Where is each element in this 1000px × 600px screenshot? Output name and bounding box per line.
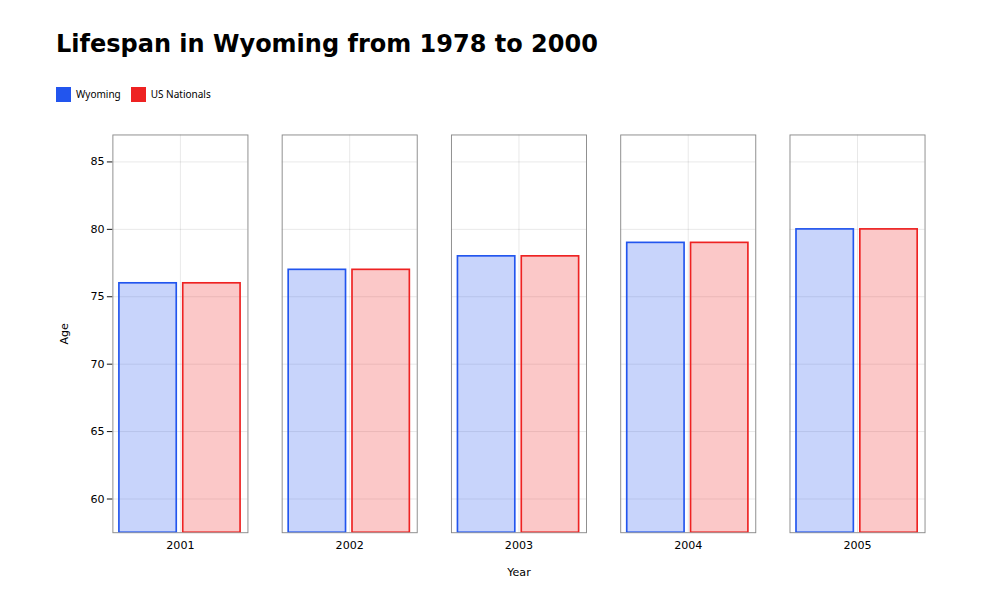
svg-text:70: 70	[90, 358, 104, 371]
svg-text:2001: 2001	[166, 539, 194, 552]
html-text:Lifespan in Wyoming from 1978: Lifespan in Wyoming from 1978 to 2000	[56, 29, 598, 58]
svg-text:2003: 2003	[505, 539, 533, 552]
svg-text:Age: Age	[58, 323, 71, 345]
svg-text:75: 75	[90, 290, 104, 303]
svg-text:65: 65	[90, 425, 104, 438]
svg-text:85: 85	[90, 155, 104, 168]
html-text:Wyoming: Wyoming	[76, 87, 121, 102]
svg-text:Year: Year	[506, 566, 531, 578]
svg-text:2005: 2005	[843, 539, 871, 552]
svg-text:60: 60	[90, 492, 104, 505]
svg-text:2002: 2002	[336, 539, 364, 552]
svg-text:80: 80	[90, 223, 104, 236]
html-text:US Nationals: US Nationals	[150, 87, 211, 102]
svg-text:2004: 2004	[674, 539, 702, 552]
